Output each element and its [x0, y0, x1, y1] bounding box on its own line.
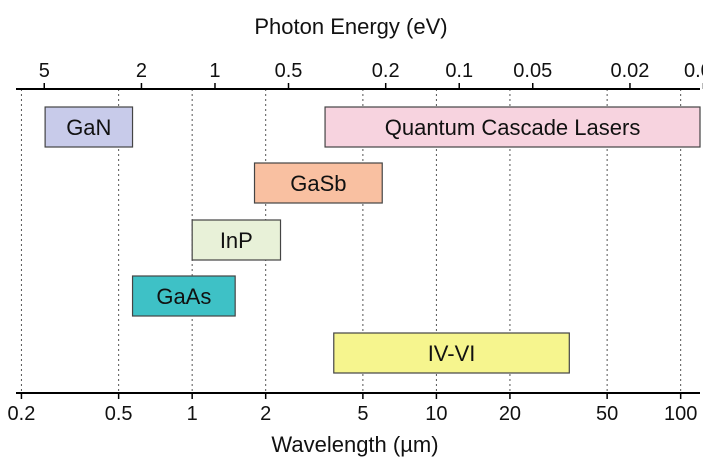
top-tick-label-6: 0.05 [513, 60, 552, 82]
top-tick-label-7: 0.02 [610, 60, 649, 82]
bottom-tick-label-7: 50 [596, 403, 618, 425]
top-tick-label-8: 0.01 [684, 60, 703, 82]
axis-layer: 0.2 0.5 1 2 5 10 20 50 100 5 2 1 0.5 0.2 0.1 0.05 0.02 0.… [8, 60, 703, 425]
top-axis-title: Photon Energy (eV) [254, 14, 447, 39]
bottom-axis-title: Wavelength (µm) [271, 432, 438, 457]
bottom-tick-label-0: 0.2 [8, 403, 36, 425]
bar-label-quantum-cascade-lasers: Quantum Cascade Lasers [385, 115, 641, 140]
bottom-tick-label-2: 1 [187, 403, 198, 425]
bottom-tick-label-4: 5 [357, 403, 368, 425]
bottom-tick-label-8: 100 [664, 403, 697, 425]
top-tick-label-3: 0.5 [275, 60, 303, 82]
range-bar-inp [191, 219, 282, 261]
bar-label-gan: GaN [66, 115, 111, 140]
bar-layer: Quantum Cascade Lasers GaSb InP GaAs IV-VI Ga… [44, 106, 701, 374]
bar-label-gasb: GaSb [290, 171, 346, 196]
bar-label-inp: InP [220, 228, 253, 253]
bar-label-gaas: GaAs [156, 284, 211, 309]
range-bar-gan [44, 106, 134, 148]
bottom-tick-label-6: 20 [499, 403, 521, 425]
bottom-tick-label-3: 2 [260, 403, 271, 425]
top-tick-label-4: 0.2 [372, 60, 400, 82]
bottom-tick-label-1: 0.5 [105, 403, 133, 425]
top-tick-label-0: 5 [39, 60, 50, 82]
bottom-tick-label-5: 10 [425, 403, 447, 425]
range-bar-quantum-cascade-lasers [324, 106, 701, 148]
range-bar-gasb [253, 162, 383, 204]
top-tick-label-5: 0.1 [445, 60, 473, 82]
top-tick-label-2: 1 [209, 60, 220, 82]
range-bar-iv-vi [333, 332, 570, 374]
bar-label-iv-vi: IV-VI [428, 341, 476, 366]
top-tick-label-1: 2 [136, 60, 147, 82]
range-bar-gaas [131, 275, 236, 317]
